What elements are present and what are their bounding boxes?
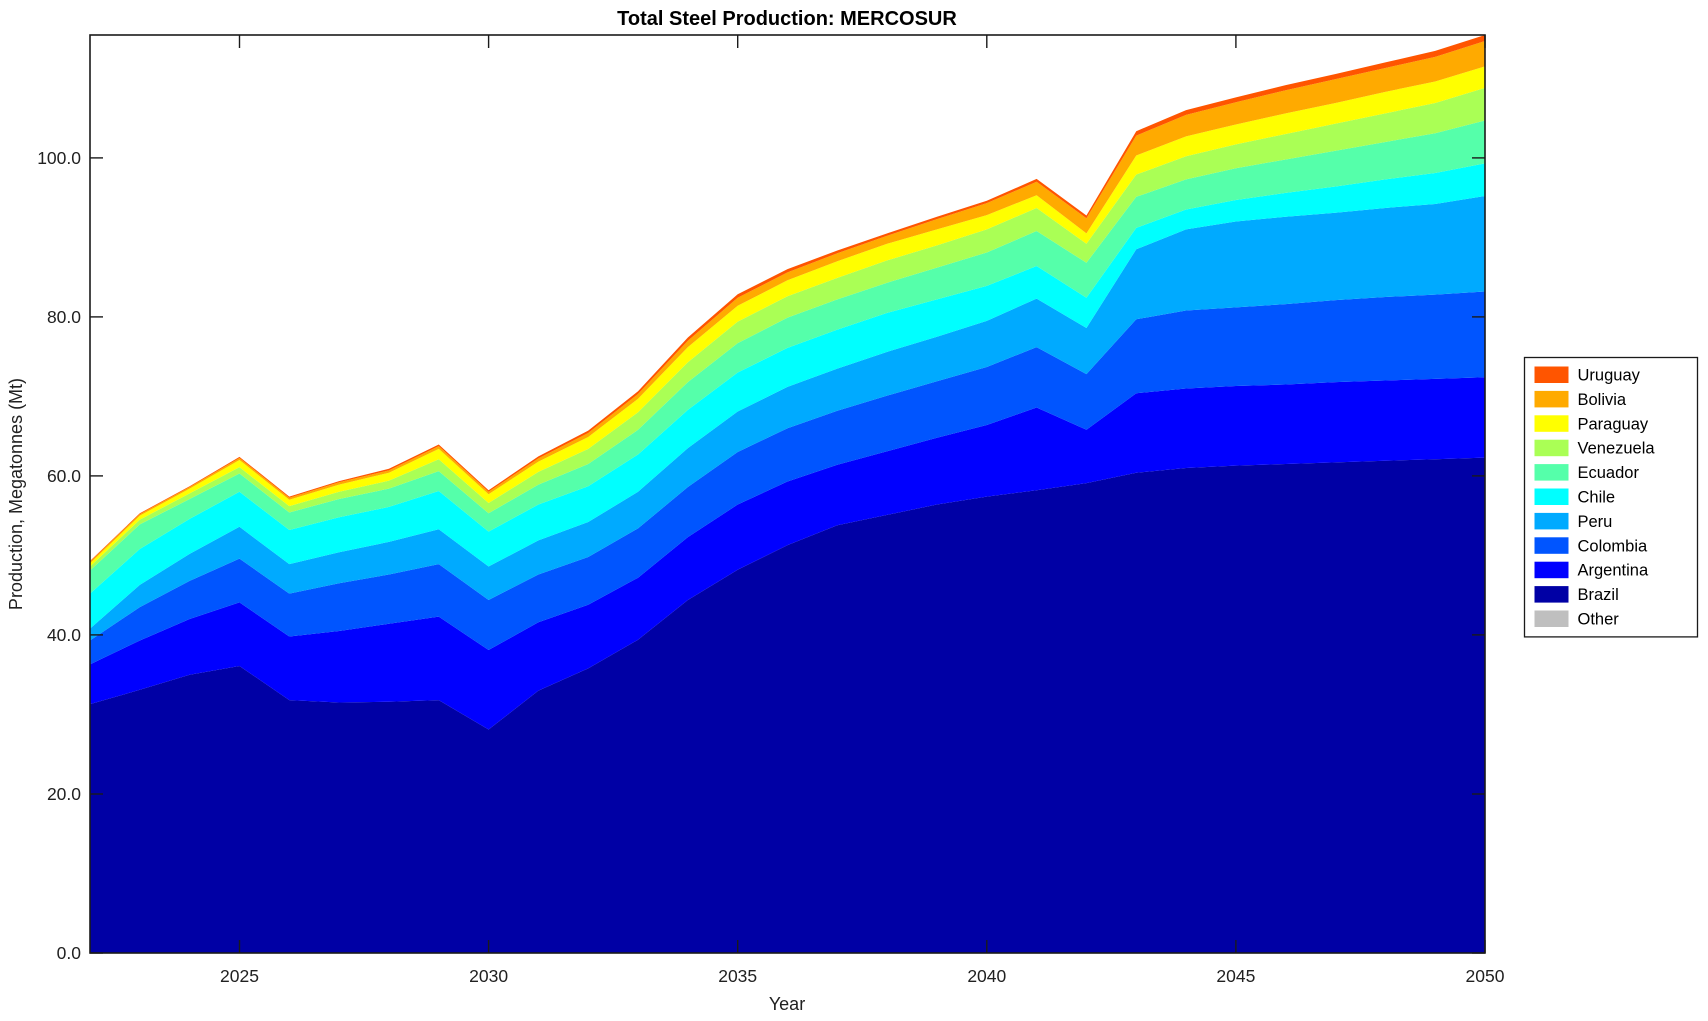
- y-tick-label-0.0: 0.0: [57, 943, 82, 963]
- legend-swatch-brazil: [1534, 586, 1569, 603]
- y-tick-labels: 0.0 20.0 40.0 60.0 80.0 100.0: [37, 148, 81, 963]
- y-tick-label-40.0: 40.0: [47, 625, 81, 645]
- legend-label-peru: Peru: [1578, 513, 1613, 531]
- legend-swatch-bolivia: [1534, 390, 1569, 408]
- area-bands: [90, 35, 1485, 953]
- y-tick-label-60.0: 60.0: [47, 466, 81, 486]
- legend: Uruguay Bolivia Paraguay Venezuela Ecuador Ch…: [1523, 356, 1699, 638]
- legend-label-paraguay: Paraguay: [1578, 415, 1649, 433]
- legend-label-chile: Chile: [1578, 489, 1616, 507]
- y-axis-label: Production, Megatonnes (Mt): [6, 378, 26, 610]
- legend-label-brazil: Brazil: [1578, 586, 1619, 604]
- plot-border: [89, 34, 1486, 954]
- legend-swatch-paraguay: [1534, 415, 1569, 432]
- legend-label-other: Other: [1578, 611, 1620, 629]
- area-ecuador: [90, 120, 1485, 594]
- legend-swatch-argentina: [1534, 561, 1569, 579]
- area-bolivia: [90, 40, 1485, 564]
- area-colombia: [90, 291, 1485, 665]
- x-tick-label-2025: 2025: [220, 966, 259, 986]
- area-argentina: [90, 377, 1485, 730]
- area-chile: [90, 163, 1485, 629]
- x-tick-label-2035: 2035: [718, 966, 757, 986]
- legend-swatch-peru: [1534, 512, 1569, 530]
- legend-swatch-colombia: [1534, 537, 1569, 554]
- chart-title: Total Steel Production: MERCOSUR: [617, 8, 957, 30]
- legend-label-bolivia: Bolivia: [1578, 391, 1627, 409]
- legend-label-venezuela: Venezuela: [1578, 440, 1656, 458]
- area-paraguay: [90, 66, 1485, 567]
- x-tick-labels: 2025 2030 2035 2040 2045 2050: [220, 966, 1505, 986]
- legend-label-colombia: Colombia: [1578, 537, 1649, 555]
- y-tick-label-80.0: 80.0: [47, 307, 81, 327]
- legend-swatch-ecuador: [1534, 464, 1569, 481]
- area-peru: [90, 196, 1485, 641]
- legend-swatch-other: [1534, 610, 1569, 627]
- x-axis-label: Year: [769, 994, 805, 1014]
- legend-swatch-venezuela: [1534, 439, 1569, 457]
- legend-swatch-uruguay: [1534, 366, 1569, 383]
- y-tick-label-20.0: 20.0: [47, 784, 81, 804]
- x-tick-label-2040: 2040: [967, 966, 1006, 986]
- legend-label-uruguay: Uruguay: [1578, 367, 1641, 385]
- area-brazil: [90, 457, 1485, 953]
- x-tick-label-2030: 2030: [469, 966, 508, 986]
- legend-swatch-chile: [1534, 488, 1569, 505]
- x-tick-label-2050: 2050: [1466, 966, 1505, 986]
- area-venezuela: [90, 87, 1485, 571]
- legend-label-ecuador: Ecuador: [1578, 464, 1640, 482]
- legend-label-argentina: Argentina: [1578, 562, 1649, 580]
- y-tick-label-100.0: 100.0: [37, 148, 81, 168]
- x-tick-label-2045: 2045: [1216, 966, 1255, 986]
